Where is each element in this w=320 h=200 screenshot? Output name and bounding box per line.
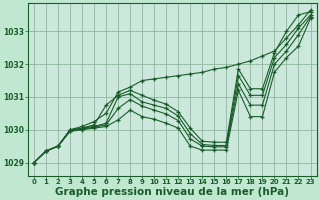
X-axis label: Graphe pression niveau de la mer (hPa): Graphe pression niveau de la mer (hPa) <box>55 187 289 197</box>
